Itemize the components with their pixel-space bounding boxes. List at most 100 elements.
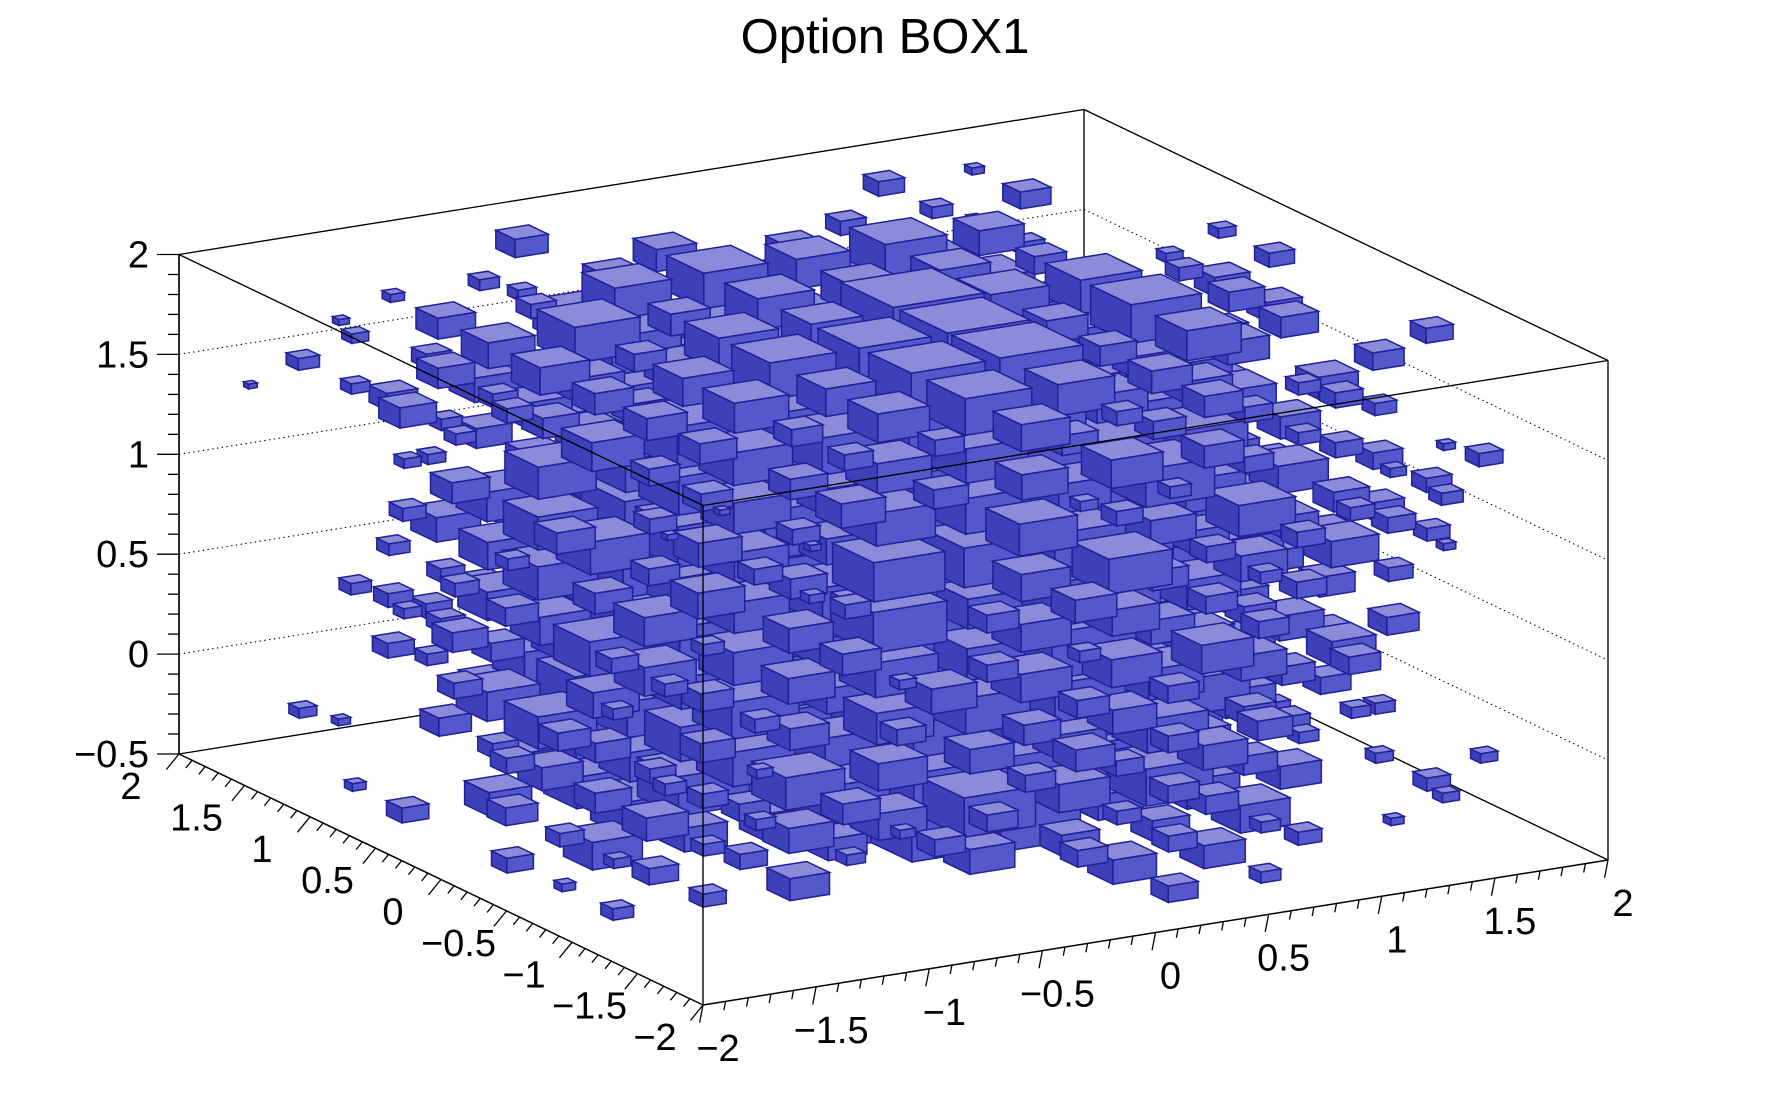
y-axis-tick (290, 810, 298, 819)
bin-box (735, 556, 786, 587)
x-axis-tick (812, 986, 817, 1005)
bin-box (1365, 602, 1422, 637)
bin-box (1283, 372, 1324, 397)
bin-box (536, 718, 594, 753)
box-face-top (493, 548, 532, 560)
x-axis-tick (859, 979, 863, 989)
y-axis-tick (525, 922, 534, 932)
bin-box (629, 855, 681, 887)
bin-box (679, 678, 737, 714)
y-axis-tick (591, 954, 599, 964)
bin-box (1410, 767, 1453, 793)
bin-box (531, 515, 598, 556)
box-face-top (860, 169, 907, 183)
frame-front-box (178, 253, 1609, 1005)
box-face-top (711, 504, 733, 511)
bin-box (412, 644, 451, 667)
box-face-top (386, 497, 429, 510)
box-face-top (1426, 483, 1466, 495)
box-face-top (649, 673, 691, 685)
x-axis-tick (1447, 885, 1451, 895)
box-face-top (1149, 822, 1200, 837)
x-axis-tick (1537, 870, 1541, 880)
box-face-top (1433, 537, 1459, 545)
box-face-top (1067, 493, 1101, 503)
box-face-top (414, 445, 449, 456)
x-axis-tick (791, 990, 795, 1000)
bin-box (628, 554, 683, 588)
bin-box (330, 314, 352, 327)
x-axis-tick (1085, 943, 1089, 953)
box-face-top (914, 825, 968, 841)
box-face-top (369, 631, 417, 645)
box-face-top (438, 572, 482, 585)
bin-box (1000, 178, 1054, 211)
bin-box (965, 600, 1022, 635)
bin-box (571, 776, 634, 815)
box-face-top (688, 834, 727, 846)
box-face-top (465, 270, 502, 281)
bin-box (338, 375, 373, 396)
bin-box (628, 454, 683, 488)
x-axis-tick (1560, 867, 1564, 877)
y-axis-tick (624, 973, 639, 990)
x-axis-tick-label: 1.5 (1483, 901, 1536, 943)
bin-box (1282, 821, 1325, 847)
box-face-top (601, 850, 634, 860)
bin-box (1056, 685, 1112, 720)
box-face-top (1409, 466, 1455, 480)
box-face-top (366, 379, 421, 395)
bin-box (801, 540, 824, 553)
box-face-top (509, 345, 593, 369)
box-face-top (1125, 352, 1195, 372)
box-face-top (1256, 300, 1321, 318)
box-face-top (1234, 705, 1296, 723)
box-face-top (1380, 811, 1407, 820)
x-axis-tick (836, 983, 840, 993)
bin-box (1362, 744, 1396, 765)
box-face-top (949, 321, 1086, 359)
y-axis-tick (231, 784, 246, 802)
z-axis-tick-label: 1 (128, 434, 149, 476)
box-face-top (414, 351, 478, 370)
box-face-top (379, 287, 407, 296)
box-face-top (680, 479, 736, 495)
bin-box (764, 860, 832, 902)
bin-box (676, 426, 740, 466)
bin-box (1337, 698, 1374, 720)
bin-box (825, 441, 876, 472)
box-face-top (1069, 530, 1175, 561)
bin-box (764, 711, 832, 752)
box-face-top (241, 379, 260, 385)
bin-box (601, 850, 634, 870)
box-face-top (1252, 241, 1297, 254)
box-face-top (458, 321, 538, 344)
bin-box (1468, 745, 1501, 765)
box-face-top (1304, 621, 1379, 643)
bin-box (484, 593, 541, 628)
box-face-top (766, 462, 831, 481)
box-face-top (391, 450, 424, 460)
bin-box (983, 498, 1080, 558)
bin-box (902, 668, 980, 716)
box-face-top (1048, 581, 1120, 601)
frame-front-edge (702, 359, 1609, 507)
x-axis-tick (1515, 874, 1519, 884)
box-face-top (579, 262, 674, 289)
box-face-top (1278, 519, 1328, 534)
bin-box (950, 210, 1027, 257)
x-axis-tick (1424, 888, 1428, 898)
y-axis-tick (165, 753, 180, 770)
bin-box (1098, 499, 1146, 528)
x-axis-tick (994, 957, 998, 967)
bin-box (441, 424, 479, 447)
box-face-top (1153, 306, 1244, 332)
y-axis-tick (407, 866, 416, 876)
y-axis-tick (578, 948, 586, 957)
box-face-top (1282, 821, 1325, 834)
box-face-top (632, 756, 679, 770)
y-axis-tick (224, 778, 232, 788)
bin-box (1147, 671, 1202, 705)
bin-box (745, 762, 776, 780)
bin-box (1245, 562, 1285, 586)
